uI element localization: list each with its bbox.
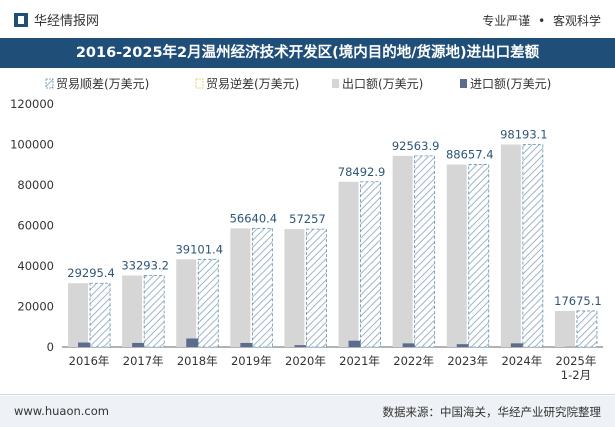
top-bar: 华经情报网 专业严谨 • 客观科学 — [0, 0, 615, 38]
data-label: 92563.9 — [392, 139, 440, 153]
x-tick-label: 1-2月 — [561, 368, 591, 382]
data-label: 29295.4 — [67, 266, 115, 280]
export-bar — [68, 283, 89, 347]
footer-divider — [0, 394, 615, 395]
legend-swatch-trade-surplus — [45, 78, 54, 89]
import-bar — [402, 343, 423, 347]
chart-title: 2016-2025年2月温州经济技术开发区(境内目的地/货源地)进出口差额 — [0, 38, 615, 68]
export-bar — [284, 229, 305, 347]
export-bar — [392, 155, 413, 347]
data-label: 33293.2 — [121, 259, 169, 273]
x-tick-label: 2023年 — [447, 354, 488, 368]
trade-surplus-bar — [414, 155, 436, 348]
import-bar — [510, 343, 531, 347]
legend: 贸易顺差(万美元) 贸易逆差(万美元) 出口额(万美元) 进口额(万美元) — [45, 76, 551, 91]
y-tick-label: 100000 — [10, 138, 54, 152]
trade-surplus-bar — [360, 181, 381, 348]
data-label: 78492.9 — [338, 165, 386, 179]
trade-surplus-bar — [576, 310, 598, 348]
x-tick-label: 2018年 — [177, 354, 218, 368]
data-label: 98193.1 — [500, 128, 548, 142]
y-tick-label: 0 — [47, 340, 54, 354]
huajing-logo-icon — [14, 12, 28, 27]
footer-site[interactable]: www.huaon.com — [14, 404, 109, 418]
trade-surplus-bar — [306, 228, 327, 348]
export-bar — [230, 228, 251, 347]
import-bar — [78, 342, 99, 347]
legend-swatch-trade-deficit — [195, 78, 204, 89]
footer: www.huaon.com 数据来源：中国海关，华经产业研究院整理 — [0, 396, 615, 427]
trade-surplus-bar — [522, 144, 544, 348]
export-bar — [554, 310, 575, 347]
export-bar — [338, 181, 359, 347]
import-bar — [240, 342, 261, 347]
y-tick-label: 40000 — [17, 259, 54, 273]
export-bar — [176, 259, 197, 347]
import-bar — [348, 340, 369, 347]
data-label: 57257 — [289, 212, 326, 226]
legend-label: 出口额(万美元) — [342, 77, 423, 91]
slogan-separator: • — [538, 14, 546, 28]
data-label: 88657.4 — [446, 148, 494, 162]
trade-surplus-bar — [251, 227, 273, 348]
x-tick-label: 2020年 — [285, 354, 326, 368]
y-tick-label: 20000 — [17, 300, 54, 314]
legend-swatch-import — [460, 79, 467, 88]
brand-name: 华经情报网 — [34, 14, 100, 29]
legend-swatch-export — [332, 79, 339, 88]
trade-balance-chart: 贸易顺差(万美元) 贸易逆差(万美元) 出口额(万美元) 进口额(万美元) 0 2000… — [10, 76, 603, 383]
x-tick-label: 2025年 — [556, 354, 597, 368]
x-tick-label: 2024年 — [501, 354, 542, 368]
export-bar — [122, 275, 143, 347]
x-tick-label: 2021年 — [339, 354, 380, 368]
import-bar — [186, 338, 207, 347]
import-bar — [456, 344, 477, 347]
legend-label: 贸易顺差(万美元) — [56, 77, 149, 91]
x-tick-label: 2016年 — [69, 354, 110, 368]
data-label: 39101.4 — [175, 242, 223, 256]
trade-surplus-bar — [197, 258, 219, 348]
export-bar — [500, 144, 521, 347]
trade-surplus-bar — [89, 282, 111, 348]
import-bar — [294, 345, 315, 347]
x-tick-label: 2022年 — [393, 354, 434, 368]
y-tick-label: 60000 — [17, 219, 54, 233]
data-label: 56640.4 — [230, 211, 278, 225]
marks: 29295.4 2016年 33293.2 2017年 39101.4 2018年 5664… — [67, 128, 601, 383]
legend-label: 贸易逆差(万美元) — [206, 76, 299, 91]
y-tick-label: 80000 — [17, 178, 54, 192]
trade-surplus-bar — [143, 275, 165, 348]
export-bar — [446, 164, 467, 347]
x-tick-label: 2019年 — [231, 354, 272, 368]
x-tick-label: 2017年 — [123, 354, 164, 368]
data-label: 17675.1 — [554, 294, 602, 308]
brand: 华经情报网 — [14, 10, 99, 29]
slogan: 专业严谨 • 客观科学 — [482, 12, 601, 29]
slogan-right: 客观科学 — [552, 14, 601, 28]
trade-surplus-bar — [468, 164, 490, 348]
slogan-left: 专业严谨 — [482, 14, 531, 28]
footer-source: 数据来源：中国海关，华经产业研究院整理 — [382, 405, 602, 419]
y-tick-label: 120000 — [10, 97, 54, 111]
legend-label: 进口额(万美元) — [470, 77, 551, 91]
import-bar — [132, 342, 153, 347]
